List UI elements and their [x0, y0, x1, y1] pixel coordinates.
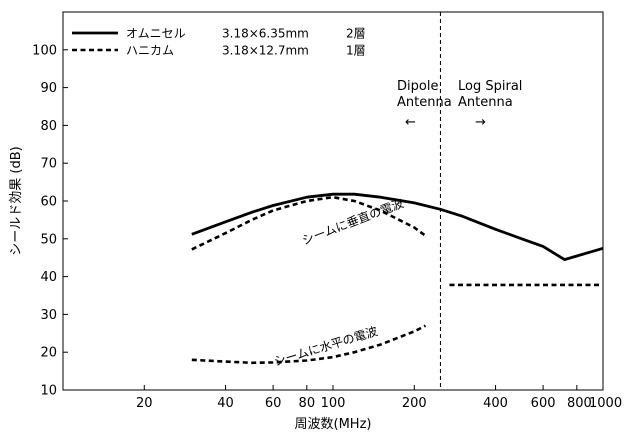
log-spiral-label-line1: Log Spiral — [458, 79, 522, 94]
dipole-label-line1: Dipole — [397, 79, 438, 94]
x-tick-label: 400 — [483, 396, 508, 411]
y-tick-label: 50 — [40, 232, 57, 247]
y-axis: 10 20 30 40 50 60 70 80 90 100 — [32, 43, 68, 399]
x-tick-label: 600 — [531, 396, 556, 411]
x-tick-label: 200 — [402, 396, 427, 411]
y-tick-label: 70 — [40, 157, 57, 172]
plot-area-frame — [62, 11, 604, 391]
y-tick-label: 60 — [40, 195, 57, 210]
legend-name: ハニカム — [126, 44, 174, 58]
y-tick-label: 10 — [40, 384, 57, 399]
legend-spec: 3.18×12.7mm — [222, 44, 309, 58]
dipole-arrow: ← — [405, 115, 416, 130]
y-tick-label: 30 — [40, 308, 57, 323]
curve-label-vertical: シームに垂直の電波 — [300, 196, 406, 248]
y-tick-label: 20 — [40, 346, 57, 361]
y-tick-label: 100 — [32, 43, 57, 58]
dipole-label-line2: Antenna — [397, 95, 452, 110]
y-axis-label: シールド効果 (dB) — [9, 146, 24, 255]
log-spiral-arrow: → — [475, 115, 486, 130]
y-tick-label: 40 — [40, 270, 57, 285]
legend-layers: 2層 — [346, 27, 366, 41]
legend-name: オムニセル — [126, 27, 186, 41]
series-line-0 — [191, 192, 604, 262]
curve-label-horizontal: シームに水平の電波 — [272, 324, 379, 369]
x-tick-label: 60 — [265, 396, 282, 411]
series-line-3 — [191, 324, 427, 365]
legend-layers: 1層 — [346, 44, 366, 58]
log-spiral-label-line2: Antenna — [458, 95, 513, 110]
x-tick-label: 800 — [567, 396, 592, 411]
series-line-1 — [191, 195, 427, 251]
x-axis-label: 周波数(MHz) — [295, 417, 372, 432]
x-tick-label: 40 — [217, 396, 234, 411]
y-tick-label: 80 — [40, 119, 57, 134]
legend-spec: 3.18×6.35mm — [222, 27, 309, 41]
y-tick-label: 90 — [40, 81, 57, 96]
x-tick-label: 100 — [321, 396, 346, 411]
x-tick-label: 1000 — [589, 396, 622, 411]
x-tick-label: 20 — [136, 396, 153, 411]
x-tick-label: 80 — [299, 396, 316, 411]
